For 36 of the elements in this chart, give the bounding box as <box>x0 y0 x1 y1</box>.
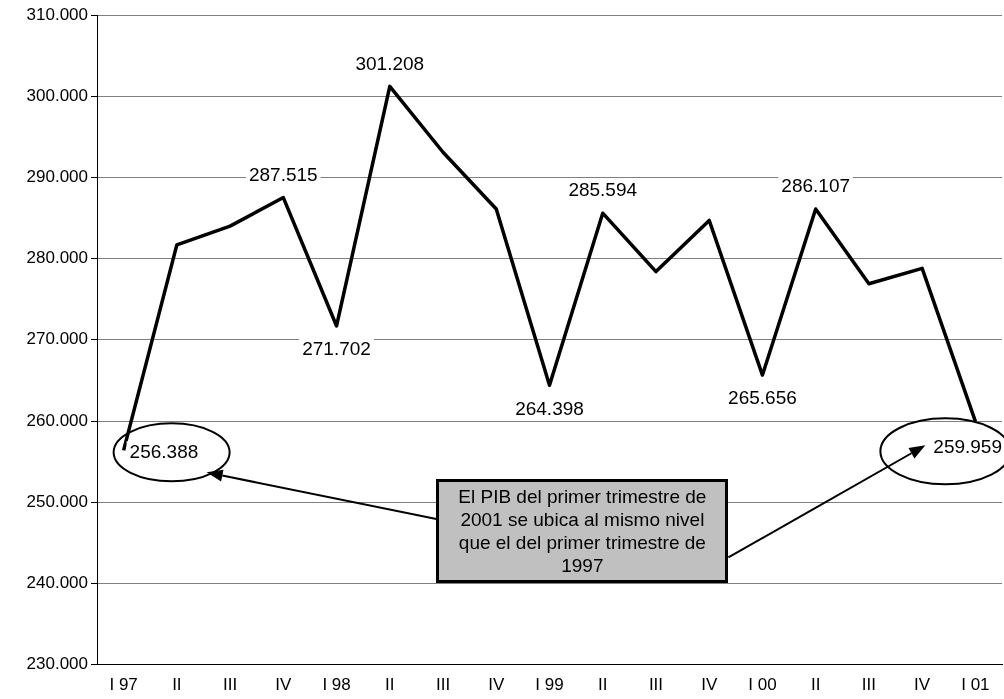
x-tick-label: II <box>385 675 395 695</box>
x-tick-label: II <box>810 675 821 695</box>
data-label: 259.959 <box>933 435 1002 457</box>
data-label: 271.702 <box>302 338 371 360</box>
y-tick-label: 250.000 <box>26 491 88 511</box>
x-tick-label: I 97 <box>109 675 138 695</box>
x-tick-label: II <box>598 675 608 695</box>
y-tick-label: 300.000 <box>26 85 88 105</box>
x-tick-label: I 01 <box>961 675 990 695</box>
x-tick-label: II <box>172 675 182 695</box>
y-tick-label: 280.000 <box>26 248 88 268</box>
data-label: 264.398 <box>515 397 584 419</box>
x-tick-label: I 99 <box>535 675 564 695</box>
y-tick-label: 260.000 <box>26 410 88 430</box>
y-tick-label: 290.000 <box>26 167 88 187</box>
x-tick-label: III <box>435 675 451 695</box>
x-tick-label: III <box>648 675 664 695</box>
x-tick-label: IV <box>914 675 931 695</box>
x-tick-label: I 98 <box>322 675 351 695</box>
data-label: 287.515 <box>248 163 318 185</box>
x-tick-label: IV <box>701 675 718 695</box>
x-tick-label: IV <box>488 675 505 695</box>
data-label: 265.656 <box>728 387 797 409</box>
data-label: 256.388 <box>129 440 199 462</box>
x-tick-label: III <box>223 675 238 695</box>
data-label: 301.208 <box>355 52 425 74</box>
y-tick-label: 310.000 <box>26 4 88 24</box>
data-label: 285.594 <box>568 179 638 201</box>
y-tick-label: 240.000 <box>26 573 88 593</box>
data-label: 286.107 <box>781 175 851 197</box>
x-tick-label: I 00 <box>748 675 777 695</box>
y-tick-label: 270.000 <box>26 329 88 349</box>
x-tick-label: III <box>861 675 876 695</box>
annotation: El PIB del primer trimestre de 2001 se ubica al mismo nivel que el del primer trimestre de 1997 <box>436 479 729 584</box>
y-tick-label: 230.000 <box>26 654 88 674</box>
x-tick-label: IV <box>275 675 293 695</box>
